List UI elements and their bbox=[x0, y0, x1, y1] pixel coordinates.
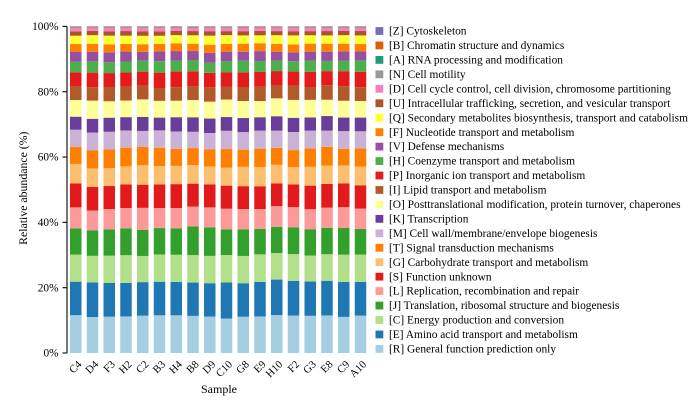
svg-text:[I] Lipid transport and metabo: [I] Lipid transport and metabolism bbox=[389, 185, 547, 197]
svg-text:Sample: Sample bbox=[201, 382, 237, 396]
svg-text:[D] Cell cycle control, cell d: [D] Cell cycle control, cell division, c… bbox=[389, 83, 671, 95]
svg-text:[R] General function predictio: [R] General function prediction only bbox=[389, 344, 556, 356]
svg-text:80%: 80% bbox=[38, 86, 59, 98]
svg-text:[F] Nucleotide transport and m: [F] Nucleotide transport and metabolism bbox=[389, 127, 575, 139]
svg-text:[E] Amino acid transport and m: [E] Amino acid transport and metabolism bbox=[389, 329, 578, 341]
svg-text:[V] Defense mechanisms: [V] Defense mechanisms bbox=[389, 141, 505, 153]
svg-text:[Z] Cytoskeleton: [Z] Cytoskeleton bbox=[389, 26, 467, 38]
svg-text:60%: 60% bbox=[38, 152, 59, 164]
svg-text:[L] Replication, recombination: [L] Replication, recombination and repai… bbox=[389, 286, 579, 298]
svg-text:[S] Function unknown: [S] Function unknown bbox=[389, 271, 492, 283]
svg-text:[T] Signal transduction mechan: [T] Signal transduction mechanisms bbox=[389, 242, 554, 254]
svg-text:[Q] Secondary metabolites bios: [Q] Secondary metabolites biosynthesis, … bbox=[389, 112, 688, 124]
svg-text:[M] Cell wall/membrane/envelop: [M] Cell wall/membrane/envelope biogenes… bbox=[389, 228, 598, 240]
svg-text:[H] Coenzyme transport and met: [H] Coenzyme transport and metabolism bbox=[389, 156, 575, 168]
svg-text:[B] Chromatin structure and dy: [B] Chromatin structure and dynamics bbox=[389, 40, 565, 52]
svg-text:[C] Energy production and conv: [C] Energy production and conversion bbox=[389, 315, 564, 327]
svg-text:[A] RNA processing and modific: [A] RNA processing and modification bbox=[389, 55, 563, 67]
svg-text:[O] Posttranslational modifica: [O] Posttranslational modification, prot… bbox=[389, 199, 681, 211]
svg-text:[U] Intracellular trafficking,: [U] Intracellular trafficking, secretion… bbox=[389, 98, 671, 110]
svg-text:20%: 20% bbox=[38, 282, 59, 294]
svg-text:40%: 40% bbox=[38, 217, 59, 229]
svg-text:100%: 100% bbox=[32, 21, 59, 33]
svg-text:[K] Transcription: [K] Transcription bbox=[389, 213, 469, 225]
svg-text:[P] Inorganic ion transport an: [P] Inorganic ion transport and metaboli… bbox=[389, 170, 585, 182]
svg-text:[G] Carbohydrate transport and: [G] Carbohydrate transport and metabolis… bbox=[389, 257, 588, 269]
svg-text:Relative abundance (%): Relative abundance (%) bbox=[16, 131, 30, 244]
svg-text:[N] Cell motility: [N] Cell motility bbox=[389, 69, 466, 81]
svg-text:[J] Translation, ribosomal str: [J] Translation, ribosomal structure and… bbox=[389, 300, 620, 312]
svg-text:0%: 0% bbox=[43, 348, 59, 360]
